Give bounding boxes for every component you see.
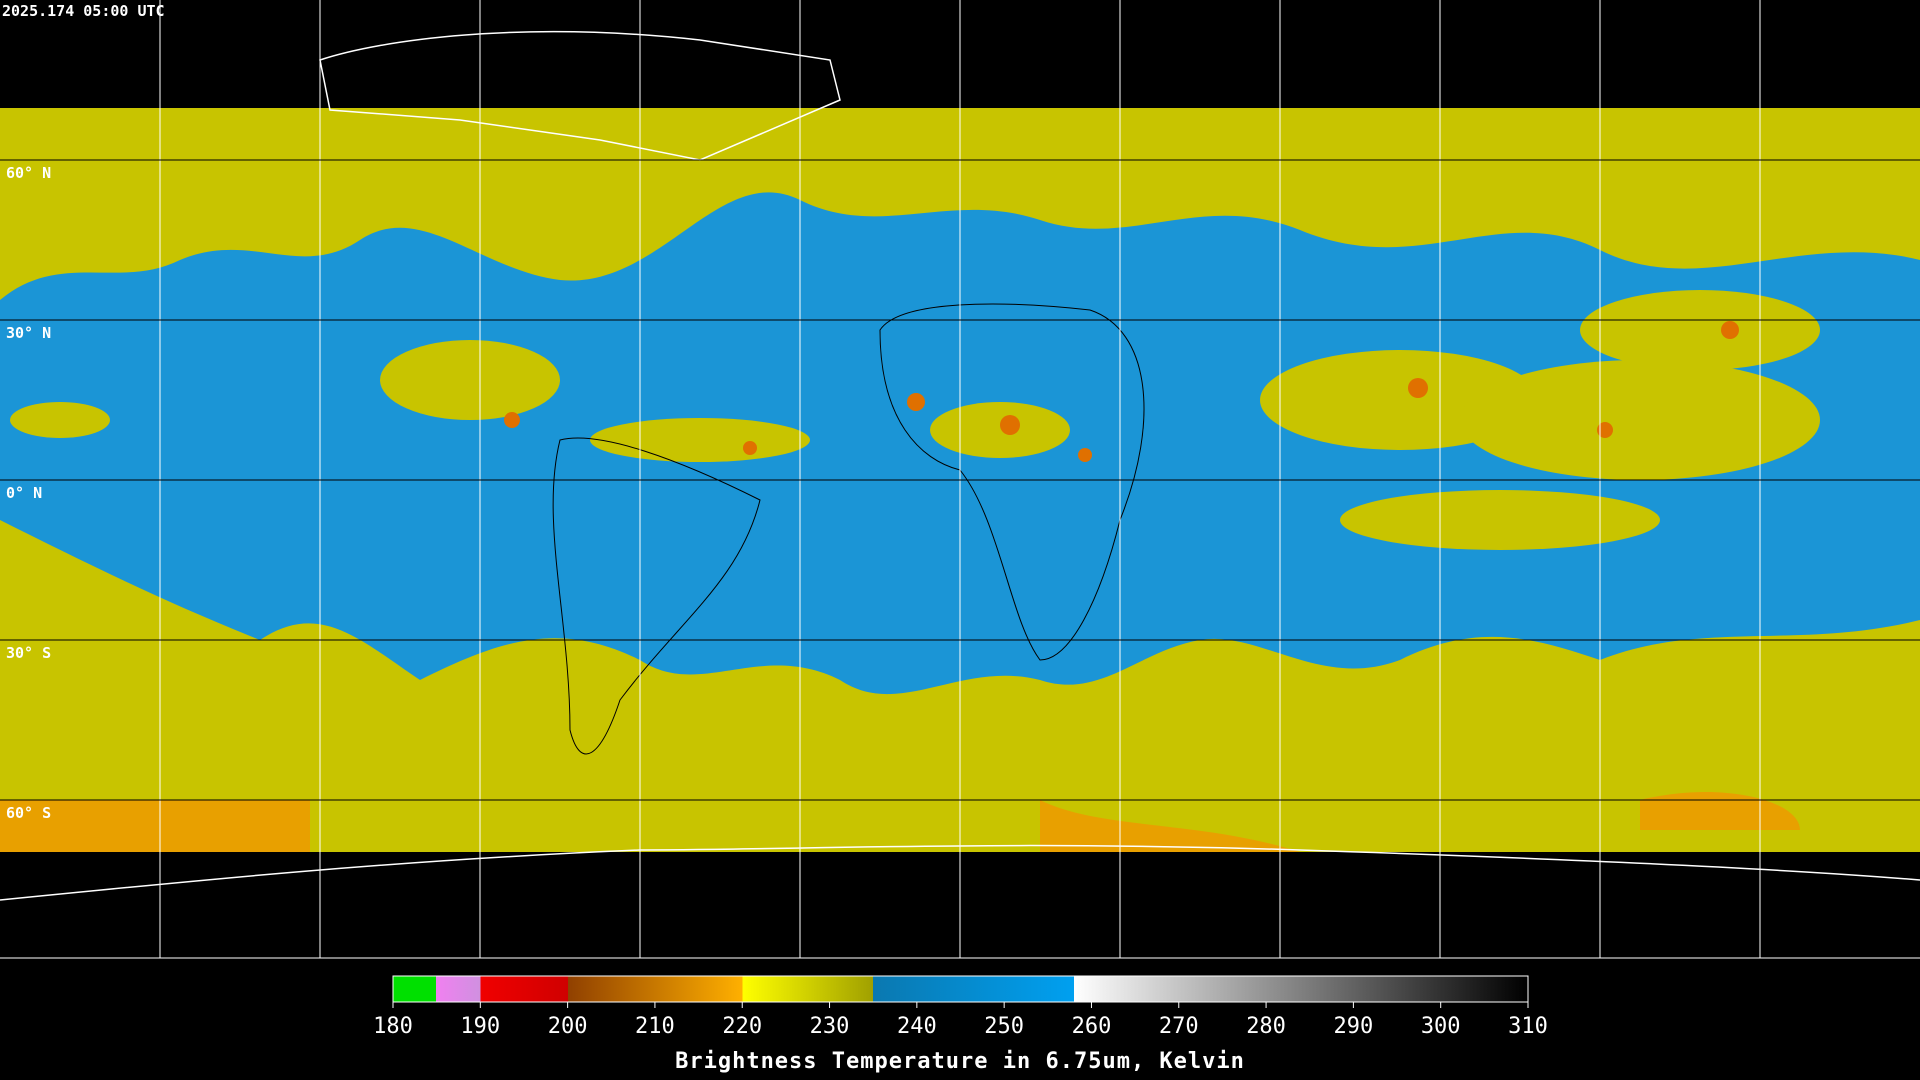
colorbar-tick-label: 200	[548, 1014, 588, 1039]
colorbar-tick-label: 300	[1421, 1014, 1461, 1039]
colorbar-tick-label: 210	[635, 1014, 675, 1039]
colorbar-tick-label: 250	[984, 1014, 1024, 1039]
colorbar-tick-label: 270	[1159, 1014, 1199, 1039]
colorbar-tick-label: 230	[810, 1014, 850, 1039]
colorbar-tick-label: 280	[1246, 1014, 1286, 1039]
antarctic-outline	[0, 844, 1920, 901]
latitude-label: 60° S	[6, 804, 51, 822]
colorbar-tick-label: 310	[1508, 1014, 1548, 1039]
deep-convection	[504, 321, 1739, 462]
latitude-label: 30° S	[6, 644, 51, 662]
latitude-label: 30° N	[6, 324, 51, 342]
colorbar	[392, 975, 1529, 1003]
colorbar-tick-label: 240	[897, 1014, 937, 1039]
colorbar-tick-label: 220	[722, 1014, 762, 1039]
cold-patches	[0, 791, 1800, 852]
colorbar-tick-label: 190	[460, 1014, 500, 1039]
graticule	[0, 0, 1920, 959]
greenland-outline	[319, 30, 841, 161]
colorbar-label: Brightness Temperature in 6.75um, Kelvin	[675, 1049, 1245, 1074]
colorbar-tick-label: 260	[1072, 1014, 1112, 1039]
continent-outlines	[552, 303, 1145, 755]
latitude-label: 60° N	[6, 164, 51, 182]
timestamp: 2025.174 05:00 UTC	[2, 2, 165, 20]
colorbar-tick-label: 290	[1334, 1014, 1374, 1039]
colorbar-tick-label: 180	[373, 1014, 413, 1039]
latitude-label: 0° N	[6, 484, 42, 502]
